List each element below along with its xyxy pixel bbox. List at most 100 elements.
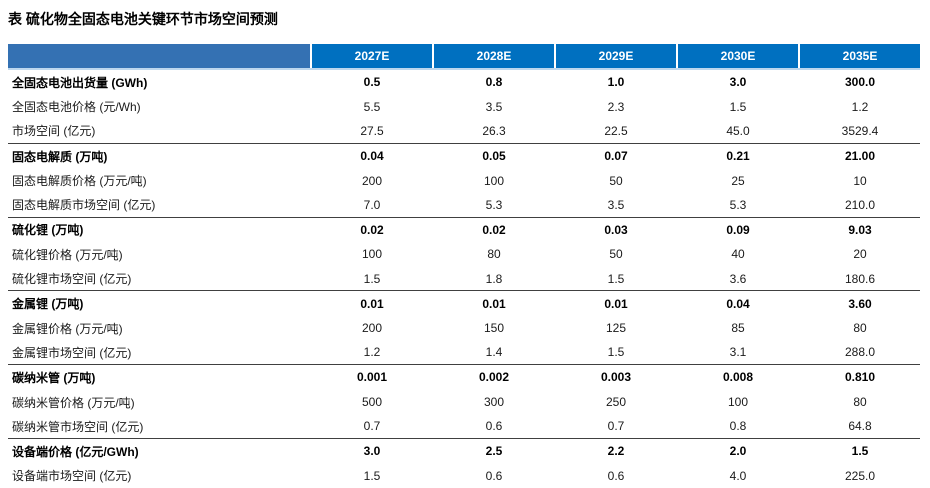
cell: 26.3 bbox=[434, 124, 554, 138]
cell: 21.00 bbox=[800, 149, 920, 163]
cell: 3.6 bbox=[678, 272, 798, 286]
cell: 1.4 bbox=[434, 345, 554, 359]
cell: 1.8 bbox=[434, 272, 554, 286]
column-header-2028e: 2028E bbox=[434, 44, 554, 68]
column-header-2030e: 2030E bbox=[678, 44, 798, 68]
cell: 0.05 bbox=[434, 149, 554, 163]
cell: 1.5 bbox=[800, 444, 920, 458]
row-label: 金属锂市场空间 (亿元) bbox=[8, 344, 310, 361]
cell: 0.7 bbox=[312, 419, 432, 433]
row-label: 设备端价格 (亿元/GWh) bbox=[8, 443, 310, 460]
row-label: 硫化锂价格 (万元/吨) bbox=[8, 246, 310, 263]
cell: 0.01 bbox=[434, 297, 554, 311]
cell: 500 bbox=[312, 395, 432, 409]
cell: 0.07 bbox=[556, 149, 676, 163]
cell: 3.5 bbox=[434, 100, 554, 114]
cell: 0.02 bbox=[434, 223, 554, 237]
cell: 20 bbox=[800, 247, 920, 261]
table-title: 表 硫化物全固态电池关键环节市场空间预测 bbox=[8, 9, 278, 29]
cell: 180.6 bbox=[800, 272, 920, 286]
cell: 2.3 bbox=[556, 100, 676, 114]
cell: 3.0 bbox=[312, 444, 432, 458]
cell: 0.6 bbox=[434, 419, 554, 433]
cell: 10 bbox=[800, 174, 920, 188]
cell: 300 bbox=[434, 395, 554, 409]
row-label: 固态电解质市场空间 (亿元) bbox=[8, 196, 310, 213]
cell: 1.5 bbox=[678, 100, 798, 114]
cell: 0.6 bbox=[434, 469, 554, 483]
row-label: 碳纳米管 (万吨) bbox=[8, 369, 310, 386]
row-label: 金属锂价格 (万元/吨) bbox=[8, 320, 310, 337]
row-label: 全固态电池价格 (元/Wh) bbox=[8, 98, 310, 115]
cell: 40 bbox=[678, 247, 798, 261]
cell: 2.5 bbox=[434, 444, 554, 458]
cell: 5.3 bbox=[678, 198, 798, 212]
cell: 1.5 bbox=[556, 272, 676, 286]
cell: 100 bbox=[312, 247, 432, 261]
row-label: 碳纳米管市场空间 (亿元) bbox=[8, 418, 310, 435]
header-label-block bbox=[8, 44, 310, 68]
cell: 3.5 bbox=[556, 198, 676, 212]
cell: 3.60 bbox=[800, 297, 920, 311]
cell: 100 bbox=[678, 395, 798, 409]
cell: 50 bbox=[556, 247, 676, 261]
cell: 0.03 bbox=[556, 223, 676, 237]
cell: 1.0 bbox=[556, 75, 676, 89]
cell: 25 bbox=[678, 174, 798, 188]
cell: 100 bbox=[434, 174, 554, 188]
row-label: 碳纳米管价格 (万元/吨) bbox=[8, 394, 310, 411]
row-label: 全固态电池出货量 (GWh) bbox=[8, 74, 310, 91]
row-label: 固态电解质价格 (万元/吨) bbox=[8, 172, 310, 189]
cell: 0.02 bbox=[312, 223, 432, 237]
cell: 0.21 bbox=[678, 149, 798, 163]
cell: 225.0 bbox=[800, 469, 920, 483]
cell: 0.04 bbox=[312, 149, 432, 163]
cell: 300.0 bbox=[800, 75, 920, 89]
cell: 64.8 bbox=[800, 419, 920, 433]
cell: 50 bbox=[556, 174, 676, 188]
row-label: 市场空间 (亿元) bbox=[8, 122, 310, 139]
report-page: { "title": "表 硫化物全固态电池关键环节市场空间预测", "colo… bbox=[0, 0, 930, 475]
cell: 1.5 bbox=[312, 469, 432, 483]
cell: 0.09 bbox=[678, 223, 798, 237]
cell: 200 bbox=[312, 174, 432, 188]
cell: 0.003 bbox=[556, 370, 676, 384]
cell: 3529.4 bbox=[800, 124, 920, 138]
row-label: 固态电解质 (万吨) bbox=[8, 148, 310, 165]
column-header-2027e: 2027E bbox=[312, 44, 432, 68]
row-label: 硫化锂市场空间 (亿元) bbox=[8, 270, 310, 287]
row-label: 金属锂 (万吨) bbox=[8, 295, 310, 312]
cell: 2.0 bbox=[678, 444, 798, 458]
cell: 3.1 bbox=[678, 345, 798, 359]
cell: 125 bbox=[556, 321, 676, 335]
cell: 80 bbox=[434, 247, 554, 261]
cell: 5.5 bbox=[312, 100, 432, 114]
cell: 210.0 bbox=[800, 198, 920, 212]
cell: 80 bbox=[800, 321, 920, 335]
cell: 2.2 bbox=[556, 444, 676, 458]
cell: 0.008 bbox=[678, 370, 798, 384]
cell: 0.04 bbox=[678, 297, 798, 311]
cell: 1.5 bbox=[556, 345, 676, 359]
cell: 0.810 bbox=[800, 370, 920, 384]
row-label: 硫化锂 (万吨) bbox=[8, 221, 310, 238]
cell: 22.5 bbox=[556, 124, 676, 138]
cell: 0.01 bbox=[312, 297, 432, 311]
cell: 200 bbox=[312, 321, 432, 335]
cell: 0.5 bbox=[312, 75, 432, 89]
column-header-2035e: 2035E bbox=[800, 44, 920, 68]
cell: 5.3 bbox=[434, 198, 554, 212]
cell: 0.001 bbox=[312, 370, 432, 384]
